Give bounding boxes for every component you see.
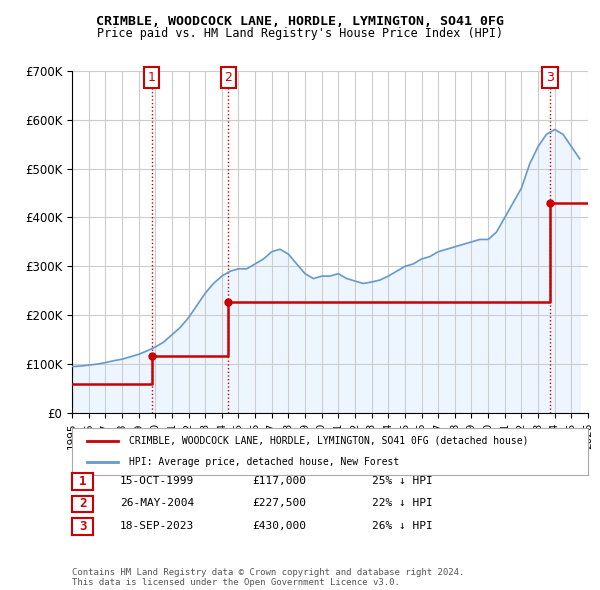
Text: £430,000: £430,000 [252, 521, 306, 530]
Text: 26% ↓ HPI: 26% ↓ HPI [372, 521, 433, 530]
Text: 25% ↓ HPI: 25% ↓ HPI [372, 476, 433, 486]
Text: Contains HM Land Registry data © Crown copyright and database right 2024.
This d: Contains HM Land Registry data © Crown c… [72, 568, 464, 587]
Text: 26-MAY-2004: 26-MAY-2004 [120, 499, 194, 508]
Text: 18-SEP-2023: 18-SEP-2023 [120, 521, 194, 530]
Text: 1: 1 [148, 71, 155, 84]
Text: HPI: Average price, detached house, New Forest: HPI: Average price, detached house, New … [129, 457, 399, 467]
Text: 1: 1 [79, 475, 86, 488]
Text: 2: 2 [79, 497, 86, 510]
Text: 15-OCT-1999: 15-OCT-1999 [120, 476, 194, 486]
Text: Price paid vs. HM Land Registry's House Price Index (HPI): Price paid vs. HM Land Registry's House … [97, 27, 503, 40]
Text: £227,500: £227,500 [252, 499, 306, 508]
Text: 22% ↓ HPI: 22% ↓ HPI [372, 499, 433, 508]
Text: CRIMBLE, WOODCOCK LANE, HORDLE, LYMINGTON, SO41 0FG (detached house): CRIMBLE, WOODCOCK LANE, HORDLE, LYMINGTO… [129, 436, 528, 446]
Text: 3: 3 [546, 71, 554, 84]
Text: 3: 3 [79, 520, 86, 533]
Text: CRIMBLE, WOODCOCK LANE, HORDLE, LYMINGTON, SO41 0FG: CRIMBLE, WOODCOCK LANE, HORDLE, LYMINGTO… [96, 15, 504, 28]
Text: 2: 2 [224, 71, 232, 84]
Text: £117,000: £117,000 [252, 476, 306, 486]
